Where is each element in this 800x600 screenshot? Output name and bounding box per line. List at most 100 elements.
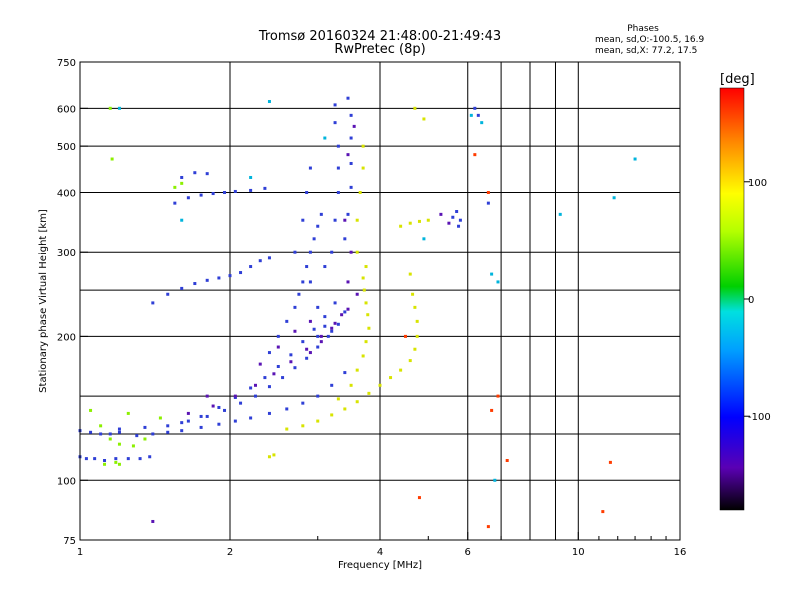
data-point: [228, 274, 232, 278]
data-point: [89, 430, 93, 434]
y-tick-label: 100: [57, 476, 76, 487]
y-tick-label: 400: [57, 188, 76, 199]
data-point: [312, 237, 316, 241]
y-axis-label: Stationary phase Virtual Height [km]: [38, 209, 49, 393]
data-point: [217, 276, 221, 280]
data-point: [333, 103, 337, 107]
data-point: [333, 301, 337, 305]
data-point: [293, 250, 297, 254]
data-point: [205, 172, 209, 176]
data-point: [285, 319, 289, 323]
data-point: [173, 185, 177, 189]
data-point: [249, 175, 253, 179]
y-tick-label: 750: [57, 58, 76, 69]
data-point: [349, 383, 353, 387]
data-point: [276, 364, 280, 368]
data-point: [473, 106, 477, 110]
data-point: [305, 265, 309, 269]
data-point: [399, 224, 403, 228]
chart-title: Tromsø 20160324 21:48:00-21:49:43: [258, 29, 501, 44]
x-axis-label: Frequency [MHz]: [338, 560, 422, 571]
data-point: [493, 478, 497, 482]
data-point: [143, 437, 147, 441]
data-point: [496, 280, 500, 284]
data-point: [193, 282, 197, 286]
data-point: [312, 327, 316, 331]
y-tick-label: 75: [63, 536, 76, 547]
data-point: [612, 196, 616, 200]
data-point: [114, 457, 118, 461]
data-point: [180, 286, 184, 290]
data-point: [180, 429, 184, 433]
data-point: [343, 371, 347, 375]
data-point: [308, 319, 312, 323]
data-point: [126, 411, 130, 415]
colorbar: [719, 87, 745, 511]
data-point: [316, 224, 320, 228]
y-tick-label: 600: [57, 104, 76, 115]
y-tick-label: 200: [57, 332, 76, 343]
data-point: [319, 334, 323, 338]
data-point: [346, 96, 350, 100]
data-point: [108, 432, 112, 436]
data-point: [349, 113, 353, 117]
data-point: [108, 437, 112, 441]
data-point: [364, 265, 368, 269]
data-point: [316, 334, 320, 338]
data-point: [233, 419, 237, 423]
data-point: [276, 334, 280, 338]
data-point: [205, 278, 209, 282]
data-point: [490, 272, 494, 276]
colorbar-tick-label: -100: [748, 412, 771, 423]
data-point: [316, 345, 320, 349]
data-point: [217, 422, 221, 426]
data-point: [99, 424, 103, 428]
data-point: [457, 224, 461, 228]
data-point: [316, 305, 320, 309]
data-point: [336, 144, 340, 148]
data-point: [258, 362, 262, 366]
data-point: [267, 411, 271, 415]
data-point: [103, 458, 107, 462]
data-point: [199, 193, 203, 197]
data-point: [399, 368, 403, 372]
data-point: [267, 455, 271, 459]
data-point: [349, 185, 353, 189]
data-point: [117, 427, 121, 431]
data-point: [211, 404, 215, 408]
data-point: [223, 190, 227, 194]
legend-title: Phases: [627, 24, 659, 34]
data-point: [336, 190, 340, 194]
data-point: [180, 218, 184, 222]
data-point: [297, 292, 301, 296]
y-tick-label: 300: [57, 248, 76, 259]
data-point: [486, 201, 490, 205]
data-point: [308, 166, 312, 170]
data-point: [496, 394, 500, 398]
colorbar-label: [deg]: [720, 72, 755, 87]
data-points: [78, 96, 637, 529]
data-point: [608, 460, 612, 464]
data-point: [367, 326, 371, 330]
data-point: [343, 237, 347, 241]
data-point: [323, 315, 327, 319]
data-point: [319, 340, 323, 344]
data-point: [346, 307, 350, 311]
data-point: [336, 322, 340, 326]
data-point: [349, 250, 353, 254]
data-point: [411, 292, 415, 296]
data-point: [408, 359, 412, 363]
data-point: [364, 301, 368, 305]
data-point: [93, 457, 97, 461]
data-point: [505, 458, 509, 462]
data-point: [84, 457, 88, 461]
data-point: [173, 201, 177, 205]
data-point: [358, 190, 362, 194]
data-point: [319, 212, 323, 216]
data-point: [349, 136, 353, 140]
data-point: [308, 250, 312, 254]
data-point: [199, 425, 203, 429]
legend-line-x: mean, sd,X: 77.2, 17.5: [595, 46, 697, 56]
data-point: [422, 237, 426, 241]
data-point: [186, 411, 190, 415]
